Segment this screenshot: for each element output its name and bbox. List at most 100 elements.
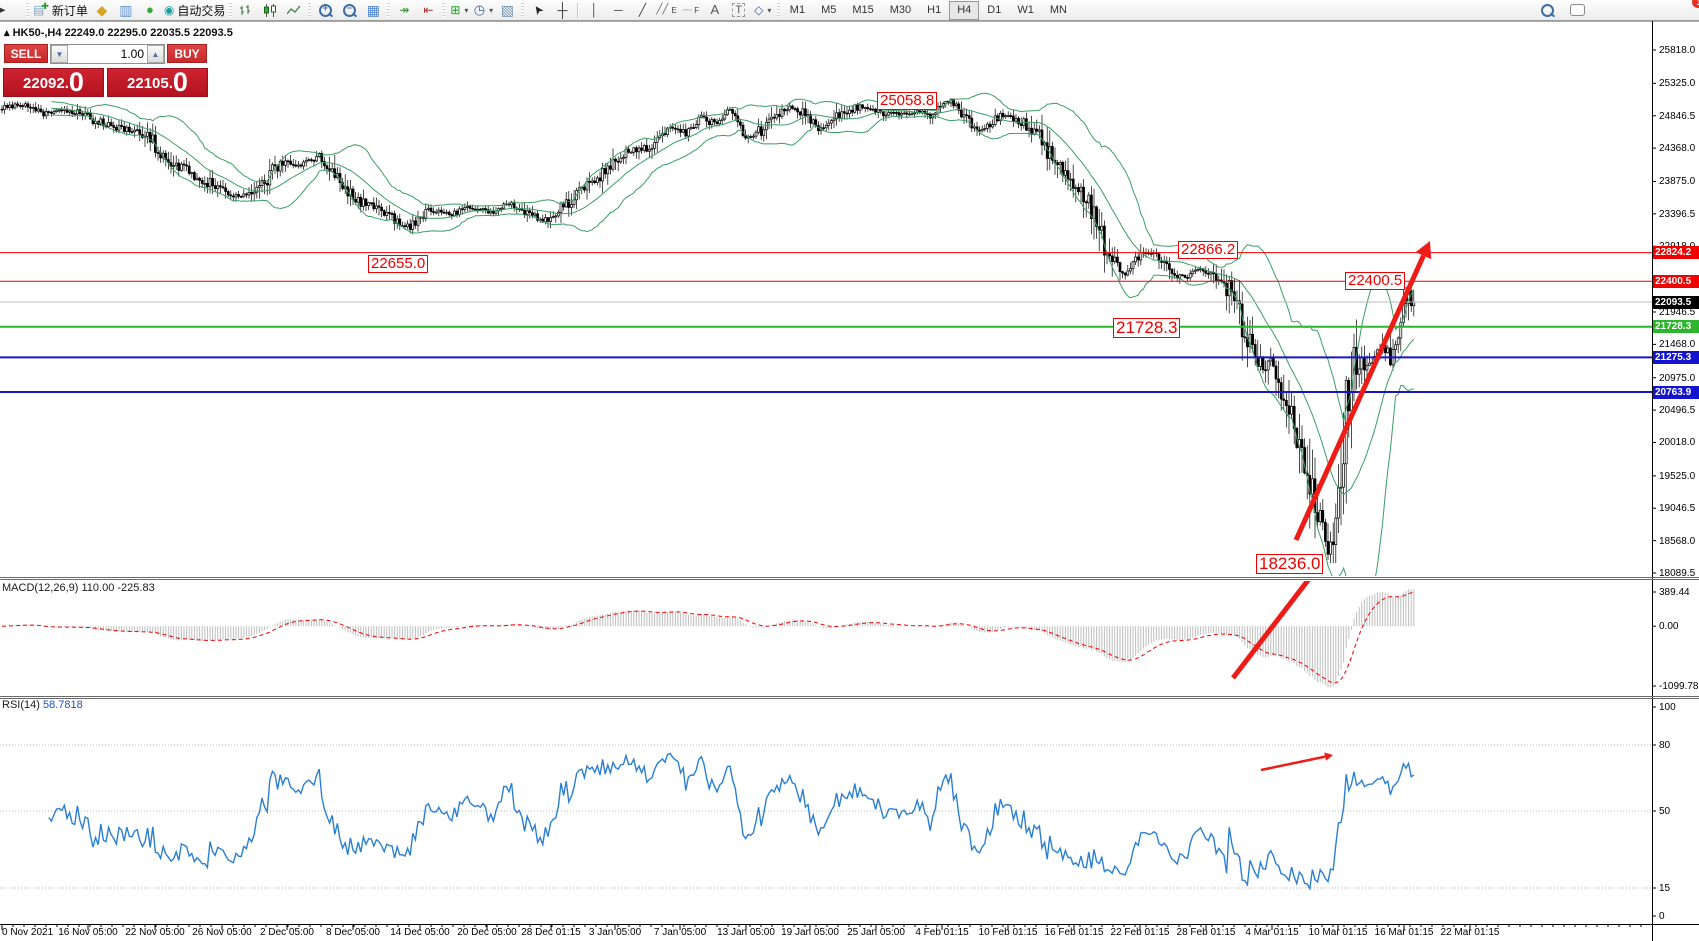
cursor-edge-icon[interactable]: ➤: [0, 3, 7, 17]
timeframe-H4[interactable]: H4: [949, 0, 980, 20]
candlesticks: [0, 98, 1416, 564]
equidistant-channel-tool-button[interactable]: ╱╱ E: [654, 1, 678, 19]
horizontal-line-icon: ─: [614, 3, 623, 17]
trendline-tool-button[interactable]: ╱: [630, 1, 654, 19]
timeframe-M30[interactable]: M30: [889, 3, 912, 16]
new-order-label: 新订单: [51, 3, 88, 18]
fibonacci-label: F: [694, 5, 700, 15]
buy-price-display[interactable]: 22105. 0: [107, 68, 208, 97]
periods-button[interactable]: ◷ ▾: [471, 1, 495, 19]
market-watch-button[interactable]: ▥: [114, 1, 138, 19]
fibonacci-tool-button[interactable]: ┄┄ F: [679, 1, 703, 19]
auto-scroll-button[interactable]: ↠: [392, 1, 416, 19]
time-axis-label: 28 Dec 01:15: [521, 927, 581, 938]
timeframe-MN[interactable]: MN: [1049, 3, 1067, 16]
zoom-in-button[interactable]: +: [313, 1, 337, 19]
candlestick-chart-button[interactable]: [258, 1, 282, 19]
cursor-tool-button[interactable]: ➤: [526, 1, 550, 19]
candlestick-chart-icon: [264, 3, 277, 17]
sell-price-display[interactable]: 22092. 0: [3, 68, 104, 97]
zoom-out-icon: −: [342, 3, 356, 17]
tile-windows-button[interactable]: ▦: [361, 1, 385, 19]
line-chart-icon: [287, 5, 301, 14]
price-axis-tick: 19046.5: [1659, 503, 1696, 515]
price-annotation-22655.0[interactable]: 22655.0: [368, 255, 429, 274]
signals-icon: ●: [145, 2, 154, 17]
indicators-icon: ⊞: [450, 3, 461, 17]
text-tool-button[interactable]: A: [703, 1, 727, 19]
time-axis-label: 22 Nov 05:00: [125, 927, 185, 938]
price-annotation-18236.0[interactable]: 18236.0: [1256, 554, 1324, 575]
macd-signal-value: -225.83: [117, 582, 155, 594]
bar-chart-icon: [240, 4, 251, 15]
search-button[interactable]: [1535, 1, 1559, 19]
text-label-tool-button[interactable]: T: [727, 1, 751, 19]
search-icon: [1540, 3, 1554, 17]
time-axis-label: 3 Jan 05:00: [588, 927, 642, 938]
price-annotation-21728.3[interactable]: 21728.3: [1113, 317, 1181, 338]
price-axis-tick: 20018.0: [1659, 437, 1696, 449]
price-annotation-22400.5[interactable]: 22400.5: [1345, 272, 1406, 291]
macd-pane-label: MACD(12,26,9) 110.00 -225.83: [2, 582, 155, 594]
tile-windows-icon: ▦: [366, 2, 381, 18]
main-trend-arrow[interactable]: [1293, 241, 1432, 542]
timeframe-M5[interactable]: M5: [821, 3, 837, 16]
templates-button[interactable]: ▧: [495, 1, 519, 19]
auto-trading-icon: ◉: [163, 3, 175, 17]
zoom-out-button[interactable]: −: [337, 1, 361, 19]
profiles-button[interactable]: ◆: [90, 1, 114, 19]
time-axis-label: 8 Dec 05:00: [326, 927, 380, 938]
channel-icon: ╱╱: [656, 4, 669, 15]
rsi-name: RSI(14): [2, 699, 40, 711]
timeframe-H1[interactable]: H1: [927, 3, 942, 16]
horizontal-line-tool-button[interactable]: ─: [606, 1, 630, 19]
rsi-axis-tick: 15: [1659, 883, 1671, 894]
price-annotation-22866.2[interactable]: 22866.2: [1178, 240, 1239, 259]
main-toolbar: ➤ ▤ ✚ 新订单 ◆ ▥ ● ◉ 自动交易 + − ▦ ↠ ⇤ ⊞ ▾: [0, 0, 1699, 21]
dropdown-icon: ▾: [464, 5, 469, 15]
sell-button[interactable]: SELL: [4, 44, 48, 63]
channel-label: E: [671, 5, 677, 15]
macd-trend-arrow[interactable]: [1231, 562, 1322, 680]
chart-shift-button[interactable]: ⇤: [416, 1, 440, 19]
price-annotation-25058.8[interactable]: 25058.8: [877, 92, 938, 111]
crosshair-tool-button[interactable]: ┼: [550, 1, 574, 19]
buy-price-big: 0: [172, 67, 188, 97]
time-axis-label: 22 Mar 01:15: [1440, 927, 1500, 938]
bar-chart-button[interactable]: [234, 1, 258, 19]
time-axis-label: 2 Dec 05:00: [260, 927, 314, 938]
auto-trading-button[interactable]: ◉ 自动交易: [162, 1, 228, 19]
time-axis-label: 22 Feb 01:15: [1110, 927, 1170, 938]
timeframe-W1[interactable]: W1: [1017, 3, 1034, 16]
rsi-value: 58.7818: [42, 699, 83, 711]
line-chart-button[interactable]: [282, 1, 306, 19]
price-axis-tick: 23396.5: [1659, 208, 1696, 220]
volume-decrease-button[interactable]: ▼: [51, 45, 68, 63]
trendline-icon: ╱: [638, 3, 647, 17]
arrows-tool-button[interactable]: ◇ ▾: [751, 1, 775, 19]
volume-increase-button[interactable]: ▲: [147, 45, 164, 63]
rsi-trend-arrow[interactable]: [1260, 752, 1333, 772]
symbol-marker-icon: ▴: [4, 27, 10, 39]
indicators-button[interactable]: ⊞ ▾: [447, 1, 471, 19]
vertical-line-tool-button[interactable]: │: [582, 1, 606, 19]
time-axis-label: 4 Mar 01:15: [1245, 927, 1299, 938]
volume-input[interactable]: [68, 46, 147, 62]
volume-stepper: ▼ ▲: [50, 44, 165, 64]
buy-button[interactable]: BUY: [167, 44, 207, 63]
signals-button[interactable]: ●: [138, 1, 162, 19]
time-axis-label: 4 Feb 01:15: [915, 927, 969, 938]
chat-button[interactable]: 1: [1565, 0, 1699, 19]
ohlc-high: 22295.0: [107, 27, 148, 39]
new-order-button[interactable]: ▤ ✚ 新订单: [31, 1, 90, 19]
timeframe-M1[interactable]: M1: [789, 3, 806, 16]
profiles-icon: ◆: [96, 2, 108, 18]
price-axis-tick: 18089.5: [1659, 568, 1696, 579]
buy-price-small: 22105.: [127, 75, 173, 92]
symbol-period-label: HK50-,H4: [12, 27, 62, 39]
timeframe-D1[interactable]: D1: [987, 3, 1002, 16]
chart-symbol-header: ▴ HK50-,H4 22249.0 22295.0 22035.5 22093…: [4, 26, 233, 39]
timeframe-M15[interactable]: M15: [852, 3, 874, 16]
time-axis-label: 14 Dec 05:00: [390, 927, 450, 938]
